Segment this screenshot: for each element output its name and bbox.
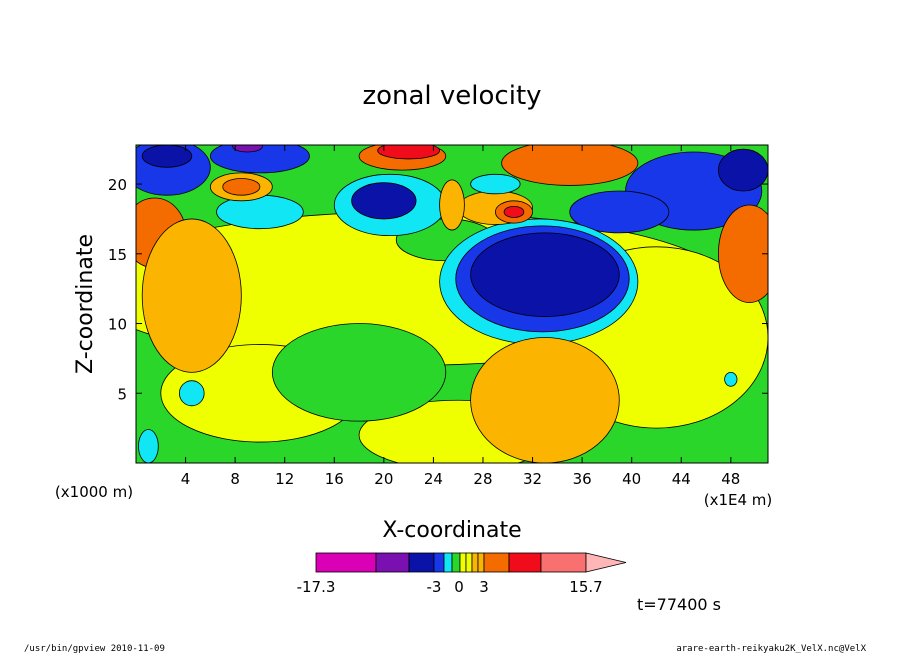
contour-region-lightorange [141, 218, 242, 373]
x-tick-label: 36 [573, 470, 592, 488]
y-units-label: (x1000 m) [55, 483, 133, 501]
contour-regions [136, 145, 768, 463]
contour-region-green [271, 323, 447, 422]
contour-region-lightorange [439, 179, 465, 231]
y-tick-label: 20 [108, 176, 127, 194]
contour-region-cyan [470, 173, 521, 195]
colorbar-arrow [585, 552, 627, 573]
colorbar-tick-label: -17.3 [297, 578, 336, 596]
plot-frame [135, 144, 769, 464]
x-units-label: (x1E4 m) [704, 491, 773, 509]
contour-region-navy [718, 148, 768, 192]
chart-title: zonal velocity [362, 81, 541, 111]
contour-region-lightorange [470, 337, 620, 463]
contour-region-cyan [216, 194, 304, 230]
contour-region-orange [501, 145, 639, 186]
colorbar-segment [471, 552, 479, 573]
x-tick-label: 16 [325, 470, 344, 488]
y-axis: 5 10 15 20 [108, 176, 768, 403]
x-tick-label: 20 [374, 470, 393, 488]
contour-region-cyan [724, 371, 738, 387]
contour-region-orange [718, 204, 768, 303]
contour-region-navy [470, 232, 620, 317]
x-tick-label: 32 [523, 470, 542, 488]
plot-area [136, 145, 768, 463]
time-label: t=77400 s [637, 595, 721, 614]
contour-region-blue [569, 190, 670, 234]
contour-region-navy [141, 145, 193, 168]
contour-region-blue [209, 145, 310, 174]
contour-region-red [503, 205, 525, 218]
x-tick-label: 44 [672, 470, 691, 488]
colorbar-segment [408, 552, 435, 573]
y-tick-label: 15 [108, 246, 127, 264]
x-axis: 4 8 12 16 20 24 28 32 36 40 44 48 [181, 145, 740, 488]
colorbar-segment [375, 552, 410, 573]
contour-region-cyan [138, 429, 159, 463]
colorbar-ticks: -17.3 -3 0 3 15.7 [297, 578, 603, 596]
x-tick-label: 40 [622, 470, 641, 488]
x-tick-label: 24 [424, 470, 443, 488]
y-tick-label: 10 [108, 316, 127, 334]
footer-right: arare-earth-reikyaku2K_VelX.nc@VelX [676, 644, 866, 654]
contour-region-red [377, 145, 440, 160]
contour-region-orange [222, 178, 261, 196]
colorbar-tick-label: 15.7 [569, 578, 602, 596]
contour-region-cyan [178, 380, 205, 407]
colorbar-tick-label: 0 [454, 578, 464, 596]
contour-region-navy [351, 182, 417, 220]
colorbar-segment [477, 552, 485, 573]
x-tick-label: 4 [181, 470, 191, 488]
colorbar-segment [433, 552, 445, 573]
colorbar [315, 552, 627, 573]
colorbar-tick-label: -3 [427, 578, 442, 596]
colorbar-segment [315, 552, 377, 573]
colorbar-segment [483, 552, 510, 573]
colorbar-tick-label: 3 [479, 578, 489, 596]
colorbar-segment [459, 552, 467, 573]
x-tick-label: 12 [275, 470, 294, 488]
colorbar-segment [443, 552, 453, 573]
colorbar-segment [451, 552, 461, 573]
footer-left: /usr/bin/gpview 2010-11-09 [24, 644, 165, 654]
colorbar-segment [508, 552, 542, 573]
x-tick-label: 48 [721, 470, 740, 488]
contour-region-purple [232, 145, 263, 153]
y-axis-label: Z-coordinate [73, 234, 98, 374]
x-tick-label: 28 [473, 470, 492, 488]
x-tick-label: 8 [230, 470, 240, 488]
x-axis-label: X-coordinate [382, 518, 521, 543]
colorbar-segment [465, 552, 473, 573]
colorbar-segment [540, 552, 587, 573]
y-tick-label: 5 [117, 385, 127, 403]
